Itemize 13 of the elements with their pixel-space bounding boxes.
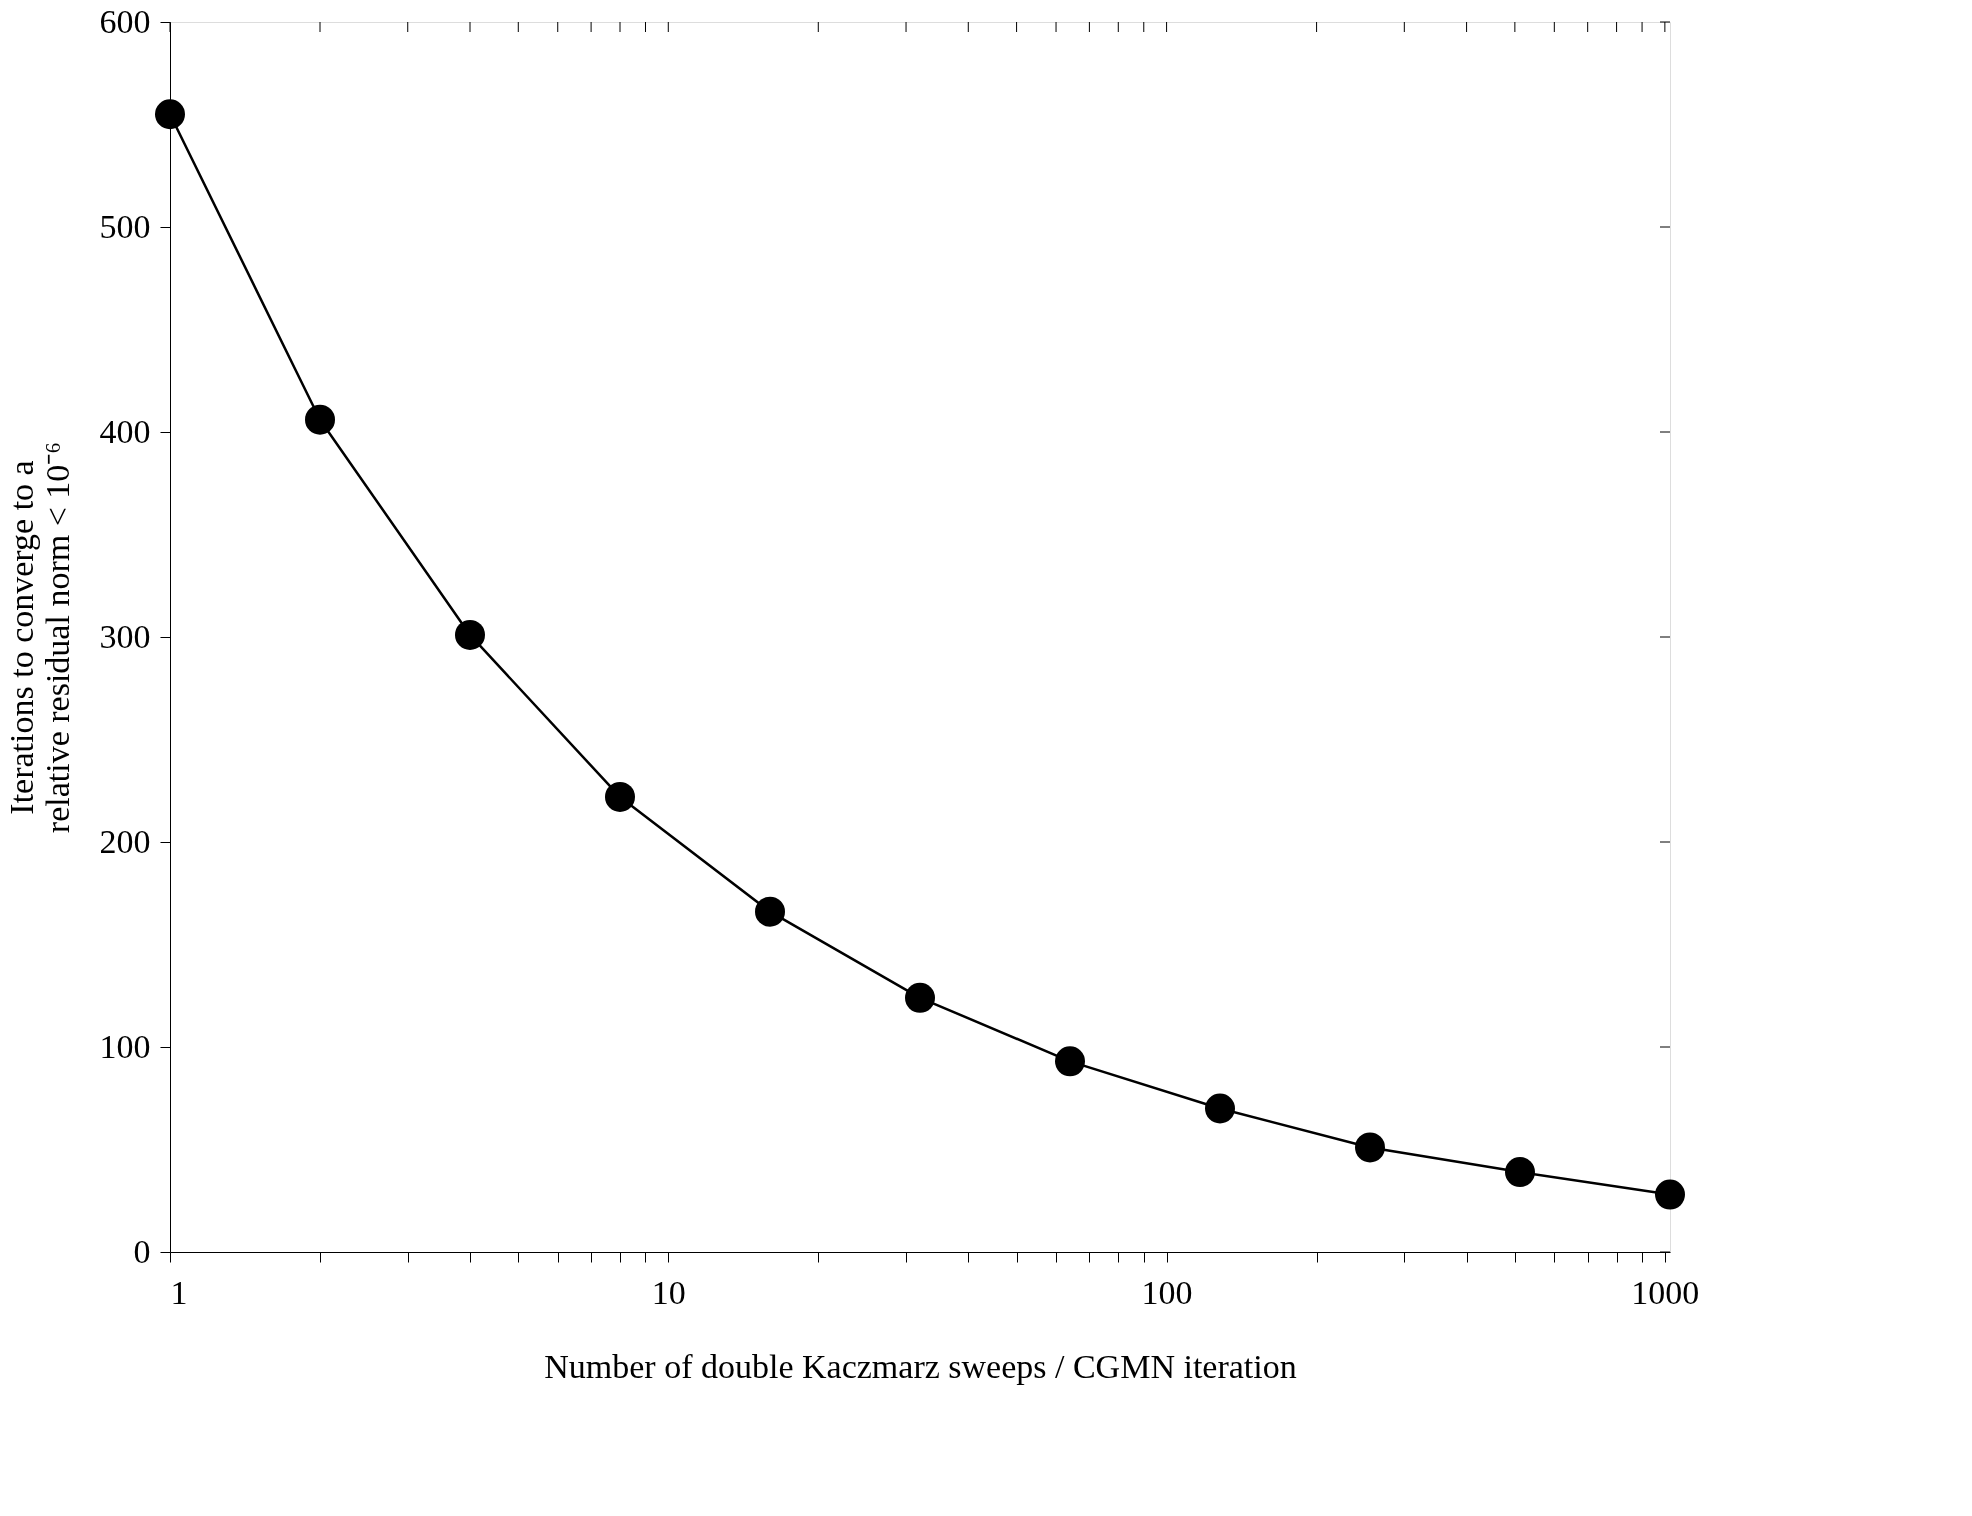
y-tick-label: 0: [133, 1232, 151, 1270]
y-tick-label: 300: [99, 617, 151, 655]
x-tick-label: 10: [651, 1273, 686, 1311]
x-tick-label: 1000: [1631, 1273, 1700, 1311]
y-tick-label: 600: [99, 2, 151, 40]
x-tick-label: 100: [1141, 1273, 1193, 1311]
x-axis-title: Number of double Kaczmarz sweeps / CGMN iteration: [544, 1347, 1297, 1385]
y-tick-label: 400: [99, 412, 151, 450]
y-axis-title: Iterations to converge to a relative residual norm < 10⁻⁶: [2, 441, 76, 834]
y-tick-label: 100: [99, 1027, 151, 1065]
y-tick-label: 200: [99, 822, 151, 860]
y-tick-label: 500: [99, 207, 151, 245]
x-tick-label: 1: [170, 1273, 188, 1311]
